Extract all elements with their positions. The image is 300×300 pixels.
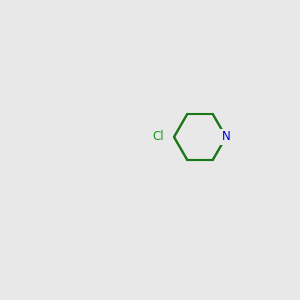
Text: N: N [222,130,230,143]
Text: Cl: Cl [152,130,164,143]
